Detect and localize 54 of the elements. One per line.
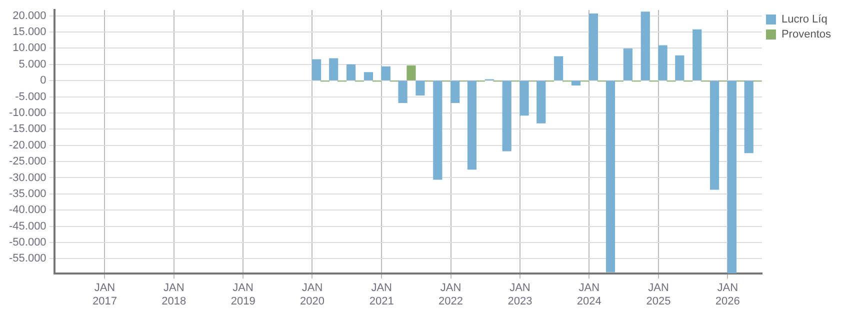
bar (623, 48, 632, 80)
bar (346, 64, 356, 80)
bar (710, 80, 720, 190)
bar (433, 80, 442, 180)
y-tick-label: -15.000 (8, 123, 46, 136)
x-tick-label: JAN 2019 (230, 282, 256, 308)
y-tick-label: -20.000 (8, 139, 46, 152)
y-tick-label: -5.000 (15, 90, 46, 103)
x-tick-label: JAN 2018 (162, 282, 186, 308)
y-tick-label: -40.000 (8, 204, 46, 216)
y-tick-label: 20.000 (12, 10, 46, 22)
y-tick-label: 5.000 (18, 58, 46, 70)
bar (406, 65, 416, 80)
legend-label: Proventos (781, 28, 832, 41)
bar (727, 80, 737, 274)
bar (536, 80, 546, 124)
bar (467, 80, 477, 170)
bar (520, 80, 529, 116)
x-tick-label: JAN 2021 (369, 282, 394, 308)
y-tick-label: -35.000 (8, 188, 46, 200)
y-tick-label: 10.000 (12, 42, 46, 54)
bar (692, 29, 702, 80)
y-tick-label: -25.000 (8, 156, 46, 168)
y-tick-label: -10.000 (8, 107, 46, 120)
y-tick-label: 15.000 (12, 26, 46, 38)
x-tick-label: JAN 2025 (646, 282, 671, 308)
y-tick-label: 0 (40, 74, 46, 87)
bar (640, 12, 650, 80)
bar (502, 80, 512, 152)
y-tick-label: -55.000 (8, 252, 46, 265)
x-tick-label: JAN 2026 (715, 282, 740, 308)
bar (450, 80, 460, 103)
bar (744, 80, 754, 154)
bar (398, 80, 408, 103)
bar (329, 58, 338, 80)
x-tick-label: JAN 2023 (508, 282, 532, 308)
bar (554, 56, 564, 80)
x-tick-label: JAN 2020 (300, 282, 324, 308)
x-tick-label: JAN 2017 (92, 282, 117, 308)
y-tick-label: -50.000 (8, 236, 46, 249)
bar (381, 66, 390, 80)
y-tick-label: -45.000 (8, 220, 46, 232)
bar (588, 14, 598, 80)
y-tick-label: -30.000 (8, 172, 46, 184)
bar (606, 80, 616, 272)
bar (416, 80, 425, 96)
bar (675, 55, 684, 80)
bar (312, 59, 322, 80)
legend-label: Lucro Líq (781, 14, 828, 26)
bar (658, 45, 668, 80)
x-tick-label: JAN 2022 (438, 282, 464, 308)
x-tick-label: JAN 2024 (576, 282, 602, 308)
bar (364, 72, 374, 80)
bar (571, 80, 581, 86)
